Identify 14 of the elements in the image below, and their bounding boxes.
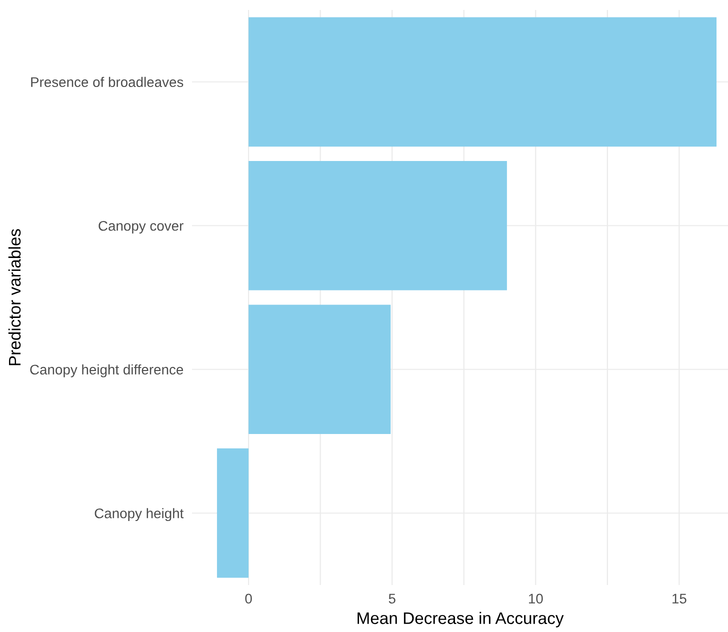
- x-axis-title: Mean Decrease in Accuracy: [358, 612, 564, 628]
- bar: [248, 160, 507, 290]
- x-tick-label: 0: [245, 594, 252, 604]
- x-tick-label: 15: [672, 594, 686, 604]
- bar: [248, 304, 391, 434]
- x-tick-label: 10: [528, 594, 543, 604]
- y-axis-title: Predictor variables: [8, 229, 21, 366]
- y-tick-label: Presence of broadleaves: [31, 76, 184, 88]
- y-tick-label: Canopy height difference: [30, 364, 184, 378]
- x-tick-label: 5: [388, 594, 396, 604]
- bar: [248, 17, 717, 147]
- bar: [216, 448, 249, 578]
- y-tick-label: Canopy height: [94, 508, 184, 522]
- y-tick-label: Canopy cover: [98, 220, 184, 234]
